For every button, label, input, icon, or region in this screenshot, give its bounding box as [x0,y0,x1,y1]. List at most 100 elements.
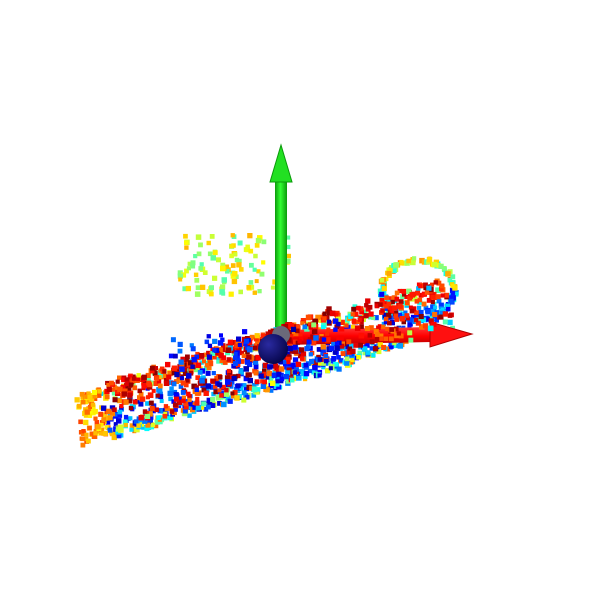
point-980 [275,367,281,373]
point-1562 [257,235,263,241]
point-723 [430,282,435,287]
point-1377 [138,415,144,421]
point-1318 [145,422,151,428]
point-753 [276,384,282,390]
point-949 [255,354,261,361]
point-1601 [244,247,251,253]
point-1752 [309,358,315,365]
point-183 [374,336,380,342]
point-1256 [260,333,266,339]
point-1161 [312,360,318,366]
point-261 [419,324,425,330]
point-36 [105,420,111,425]
point-521 [176,399,183,405]
point-1761 [190,364,195,369]
point-343 [104,415,110,421]
point-1698 [177,348,183,354]
point-1356 [389,336,394,342]
point-1379 [425,309,431,315]
point-1584 [234,274,239,279]
point-1279 [321,348,326,353]
point-1209 [211,378,217,384]
point-1376 [172,402,178,408]
point-1043 [226,368,232,374]
point-376 [195,351,200,357]
point-435 [156,379,162,384]
point-1373 [384,304,389,309]
point-1657 [228,291,234,297]
point-1280 [429,308,436,315]
point-1047 [174,393,180,399]
point-1785 [244,359,250,365]
point-1009 [345,343,349,348]
point-442 [389,308,395,314]
point-1100 [225,347,232,353]
point-474 [292,357,299,363]
point-777 [230,358,236,364]
point-1011 [210,403,216,408]
point-619 [81,429,86,434]
point-1395 [322,316,327,321]
point-1305 [386,301,392,307]
point-1782 [328,366,333,371]
point-697 [405,300,410,305]
point-800 [409,308,415,314]
point-1007 [315,314,321,320]
point-1001 [198,353,204,359]
point-1758 [324,353,329,358]
point-543 [320,350,326,356]
point-1628 [209,285,214,291]
point-1016 [129,427,134,432]
point-422 [116,433,122,439]
point-1330 [329,310,336,317]
point-1198 [312,318,318,325]
point-49 [298,353,303,359]
point-1760 [243,366,249,372]
point-1123 [151,388,156,393]
point-1391 [168,380,173,385]
point-1322 [182,371,188,376]
point-1768 [219,333,223,338]
point-888 [431,321,437,328]
point-1586 [285,258,291,264]
point-1325 [123,414,129,420]
point-1578 [272,279,278,285]
point-1069 [350,348,356,354]
point-991 [344,352,349,358]
point-1678 [179,366,185,372]
point-1162 [241,390,247,396]
point-880 [150,369,155,374]
point-1367 [440,293,445,298]
point-776 [199,360,204,365]
point-1150 [285,379,291,384]
point-1773 [233,351,238,356]
point-598 [264,375,270,380]
point-900 [392,305,398,311]
point-1037 [153,366,158,371]
point-559 [157,383,163,389]
point-79 [339,319,345,325]
point-1257 [255,387,261,392]
point-1640 [247,233,253,239]
point-307 [325,331,330,336]
point-988 [182,367,188,373]
point-620 [367,304,373,310]
point-732 [438,314,444,320]
point-1309 [203,390,209,396]
point-1302 [169,386,174,391]
point-358 [349,360,354,365]
point-1704 [179,376,184,381]
point-1202 [214,378,219,384]
point-298 [316,354,321,360]
point-773 [200,405,205,410]
point-218 [321,361,326,366]
point-1779 [253,364,259,370]
point-1684 [237,342,242,347]
point-1634 [190,260,196,266]
point-86 [145,372,151,378]
point-1615 [254,243,260,248]
point-1742 [323,358,329,364]
point-272 [93,396,98,401]
